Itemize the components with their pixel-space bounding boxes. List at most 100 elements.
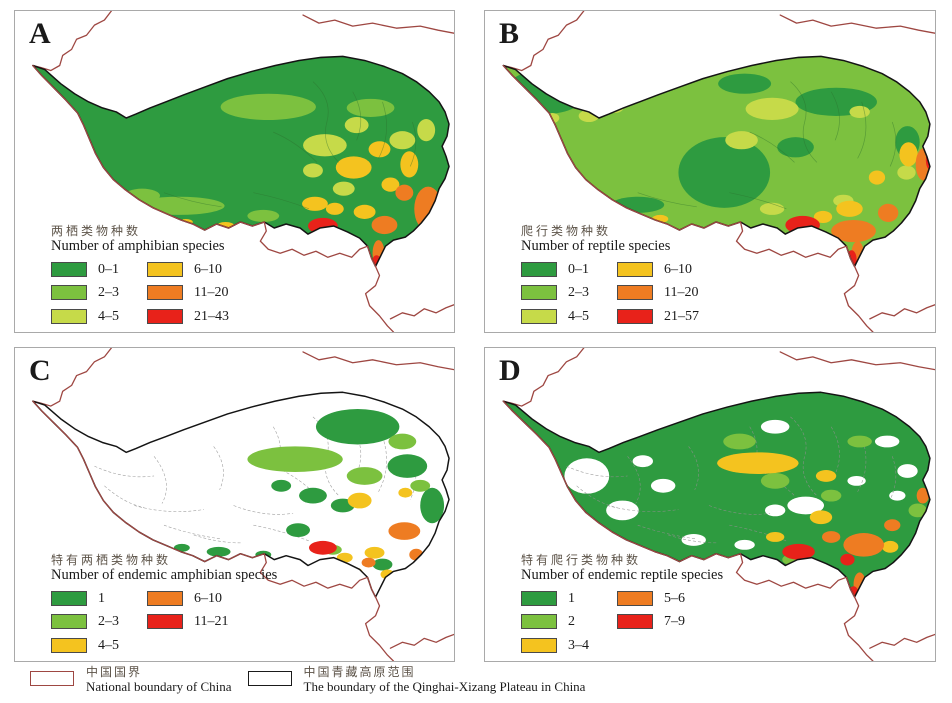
panel-label-d: D (499, 354, 521, 387)
map-svg-endemic-amphibian-species (32, 348, 454, 661)
national-boundary-line (502, 64, 874, 332)
legend-class-label: 11–21 (194, 614, 229, 630)
plateau-boundary-label-zh: 中国青藏高原范围 (303, 665, 416, 679)
legend-classes: 0–1 6–10 2–3 11–20 4–5 21–43 (51, 262, 229, 324)
national-boundary-line (389, 304, 454, 320)
map-svg-reptile-species (502, 11, 935, 332)
legend-item: 4–5 (51, 638, 119, 653)
legend-class-label: 6–10 (664, 261, 692, 277)
choropleth-d (503, 392, 930, 598)
legend-d: 特有爬行类物种数 Number of endemic reptile speci… (521, 553, 723, 653)
legend-classes: 1 6–10 2–3 11–21 4–5 (51, 591, 228, 653)
map-panel-d: D 特有爬行类物种数 Number of endemic reptile spe… (484, 347, 936, 662)
legend-swatch (521, 614, 557, 630)
legend-item: 11–20 (147, 285, 229, 301)
national-boundary-label-zh: 中国国界 (86, 665, 143, 679)
legend-class-label: 4–5 (98, 308, 119, 324)
legend-classes: 0–1 6–10 2–3 11–20 4–5 21–57 (521, 262, 699, 324)
national-boundary-line (32, 348, 112, 407)
legend-class-label: 6–10 (194, 590, 222, 606)
legend-swatch (51, 614, 87, 630)
national-boundary-line (869, 633, 935, 649)
legend-swatch (147, 262, 183, 278)
legend-swatch (51, 591, 87, 607)
legend-item: 6–10 (147, 261, 229, 278)
legend-class-label: 1 (98, 590, 105, 606)
national-boundary-line (302, 351, 454, 371)
legend-item: 2–3 (51, 614, 119, 630)
legend-item: 11–21 (147, 614, 229, 630)
boundary-legend-item-plateau: 中国青藏高原范围 The boundary of the Qinghai-Xiz… (247, 665, 586, 695)
map-svg-amphibian-species (32, 11, 454, 332)
legend-title-en: Number of endemic amphibian species (51, 566, 278, 583)
boundary-legend: 中国国界 National boundary of China 中国青藏高原范围… (30, 665, 586, 695)
national-boundary-swatch (30, 671, 74, 686)
legend-class-label: 4–5 (98, 637, 119, 653)
legend-item: 4–5 (51, 309, 119, 324)
legend-item: 1 (51, 590, 119, 607)
legend-item: 21–57 (617, 309, 699, 324)
legend-item: 2–3 (51, 285, 119, 301)
legend-title-zh: 爬行类物种数 (521, 223, 612, 238)
map-panel-c: C 特有两栖类物种数 Number of endemic amphibian s… (14, 347, 455, 662)
legend-swatch (617, 614, 653, 630)
legend-class-label: 5–6 (664, 590, 685, 606)
legend-class-label: 11–20 (194, 285, 229, 301)
legend-swatch (51, 285, 87, 301)
legend-class-label: 2–3 (568, 285, 589, 301)
legend-classes: 1 5–6 2 7–9 3–4 (521, 591, 685, 653)
legend-class-label: 2 (568, 614, 575, 630)
legend-class-label: 3–4 (568, 637, 589, 653)
legend-title-zh: 特有两栖类物种数 (51, 552, 172, 567)
legend-a: 两栖类物种数 Number of amphibian species 0–1 6–… (51, 223, 229, 324)
legend-swatch (51, 637, 87, 653)
map-svg-endemic-reptile-species (502, 348, 935, 661)
panel-label-c: C (29, 354, 51, 387)
legend-swatch (147, 285, 183, 301)
legend-class-label: 21–57 (664, 308, 699, 324)
legend-item: 5–6 (617, 590, 685, 607)
national-boundary-line (32, 11, 112, 72)
legend-item: 0–1 (521, 262, 589, 278)
legend-swatch (617, 591, 653, 607)
legend-title-zh: 两栖类物种数 (51, 223, 142, 238)
legend-class-label: 2–3 (98, 614, 119, 630)
plateau-boundary-swatch (247, 671, 292, 686)
legend-swatch (617, 262, 653, 278)
legend-swatch (147, 308, 183, 324)
national-boundary-line (779, 14, 935, 34)
national-boundary-line (32, 400, 395, 661)
choropleth-c (32, 392, 450, 598)
legend-class-label: 4–5 (568, 308, 589, 324)
legend-swatch (521, 262, 557, 278)
national-boundary-line (502, 348, 585, 407)
legend-swatch (521, 637, 557, 653)
legend-swatch (617, 308, 653, 324)
legend-item: 11–20 (617, 285, 699, 301)
national-boundary-line (779, 351, 935, 371)
legend-class-label: 7–9 (664, 614, 685, 630)
national-boundary-line (502, 400, 874, 661)
legend-swatch (521, 308, 557, 324)
national-boundary-line (502, 11, 585, 72)
legend-item: 7–9 (617, 614, 685, 630)
panel-label-a: A (29, 17, 51, 50)
legend-swatch (147, 614, 183, 630)
legend-class-label: 6–10 (194, 261, 222, 277)
legend-c: 特有两栖类物种数 Number of endemic amphibian spe… (51, 552, 278, 653)
national-boundary-line (869, 304, 935, 320)
legend-item: 4–5 (521, 309, 589, 324)
national-boundary-line (32, 64, 395, 332)
legend-swatch (617, 285, 653, 301)
plateau-boundary-label-en: The boundary of the Qinghai-Xizang Plate… (303, 678, 586, 694)
legend-class-label: 11–20 (664, 285, 699, 301)
legend-swatch (51, 262, 87, 278)
legend-item: 3–4 (521, 638, 589, 653)
legend-item: 2–3 (521, 285, 589, 301)
national-boundary-line (302, 14, 454, 34)
national-boundary-line (389, 633, 454, 649)
legend-b: 爬行类物种数 Number of reptile species 0–1 6–10… (521, 223, 699, 324)
legend-swatch (521, 285, 557, 301)
legend-item: 6–10 (147, 590, 228, 607)
